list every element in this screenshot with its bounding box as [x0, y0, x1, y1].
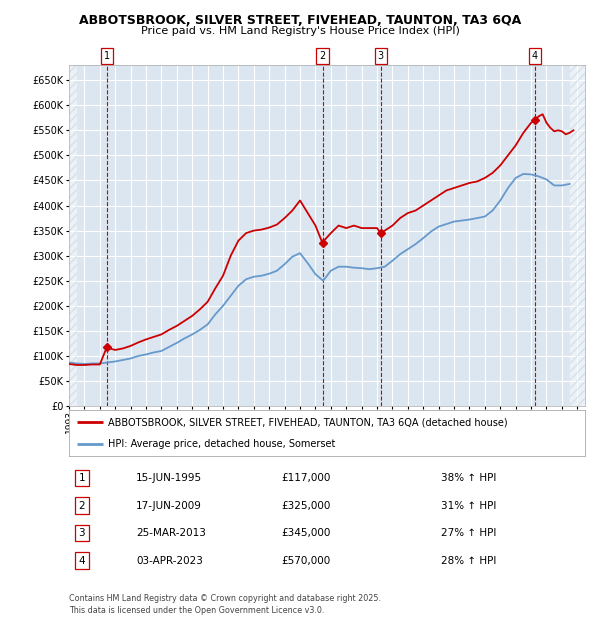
Text: £570,000: £570,000 — [282, 556, 331, 565]
Text: 3: 3 — [79, 528, 85, 538]
Text: 1: 1 — [104, 51, 110, 61]
Text: 3: 3 — [377, 51, 383, 61]
Text: 38% ↑ HPI: 38% ↑ HPI — [440, 473, 496, 483]
Text: ABBOTSBROOK, SILVER STREET, FIVEHEAD, TAUNTON, TA3 6QA: ABBOTSBROOK, SILVER STREET, FIVEHEAD, TA… — [79, 14, 521, 27]
Text: 28% ↑ HPI: 28% ↑ HPI — [440, 556, 496, 565]
Text: £325,000: £325,000 — [281, 500, 331, 510]
Text: 17-JUN-2009: 17-JUN-2009 — [136, 500, 202, 510]
Text: Contains HM Land Registry data © Crown copyright and database right 2025.
This d: Contains HM Land Registry data © Crown c… — [69, 594, 381, 615]
Text: £117,000: £117,000 — [281, 473, 331, 483]
Text: 2: 2 — [79, 500, 85, 510]
Text: 15-JUN-1995: 15-JUN-1995 — [136, 473, 202, 483]
Text: 25-MAR-2013: 25-MAR-2013 — [136, 528, 206, 538]
Text: Price paid vs. HM Land Registry's House Price Index (HPI): Price paid vs. HM Land Registry's House … — [140, 26, 460, 36]
Text: ABBOTSBROOK, SILVER STREET, FIVEHEAD, TAUNTON, TA3 6QA (detached house): ABBOTSBROOK, SILVER STREET, FIVEHEAD, TA… — [108, 417, 508, 427]
Text: £345,000: £345,000 — [281, 528, 331, 538]
Text: 2: 2 — [319, 51, 326, 61]
Text: HPI: Average price, detached house, Somerset: HPI: Average price, detached house, Some… — [108, 439, 335, 449]
Text: 1: 1 — [79, 473, 85, 483]
Text: 03-APR-2023: 03-APR-2023 — [136, 556, 203, 565]
Text: 4: 4 — [532, 51, 538, 61]
Text: 31% ↑ HPI: 31% ↑ HPI — [440, 500, 496, 510]
Text: 27% ↑ HPI: 27% ↑ HPI — [440, 528, 496, 538]
Text: 4: 4 — [79, 556, 85, 565]
